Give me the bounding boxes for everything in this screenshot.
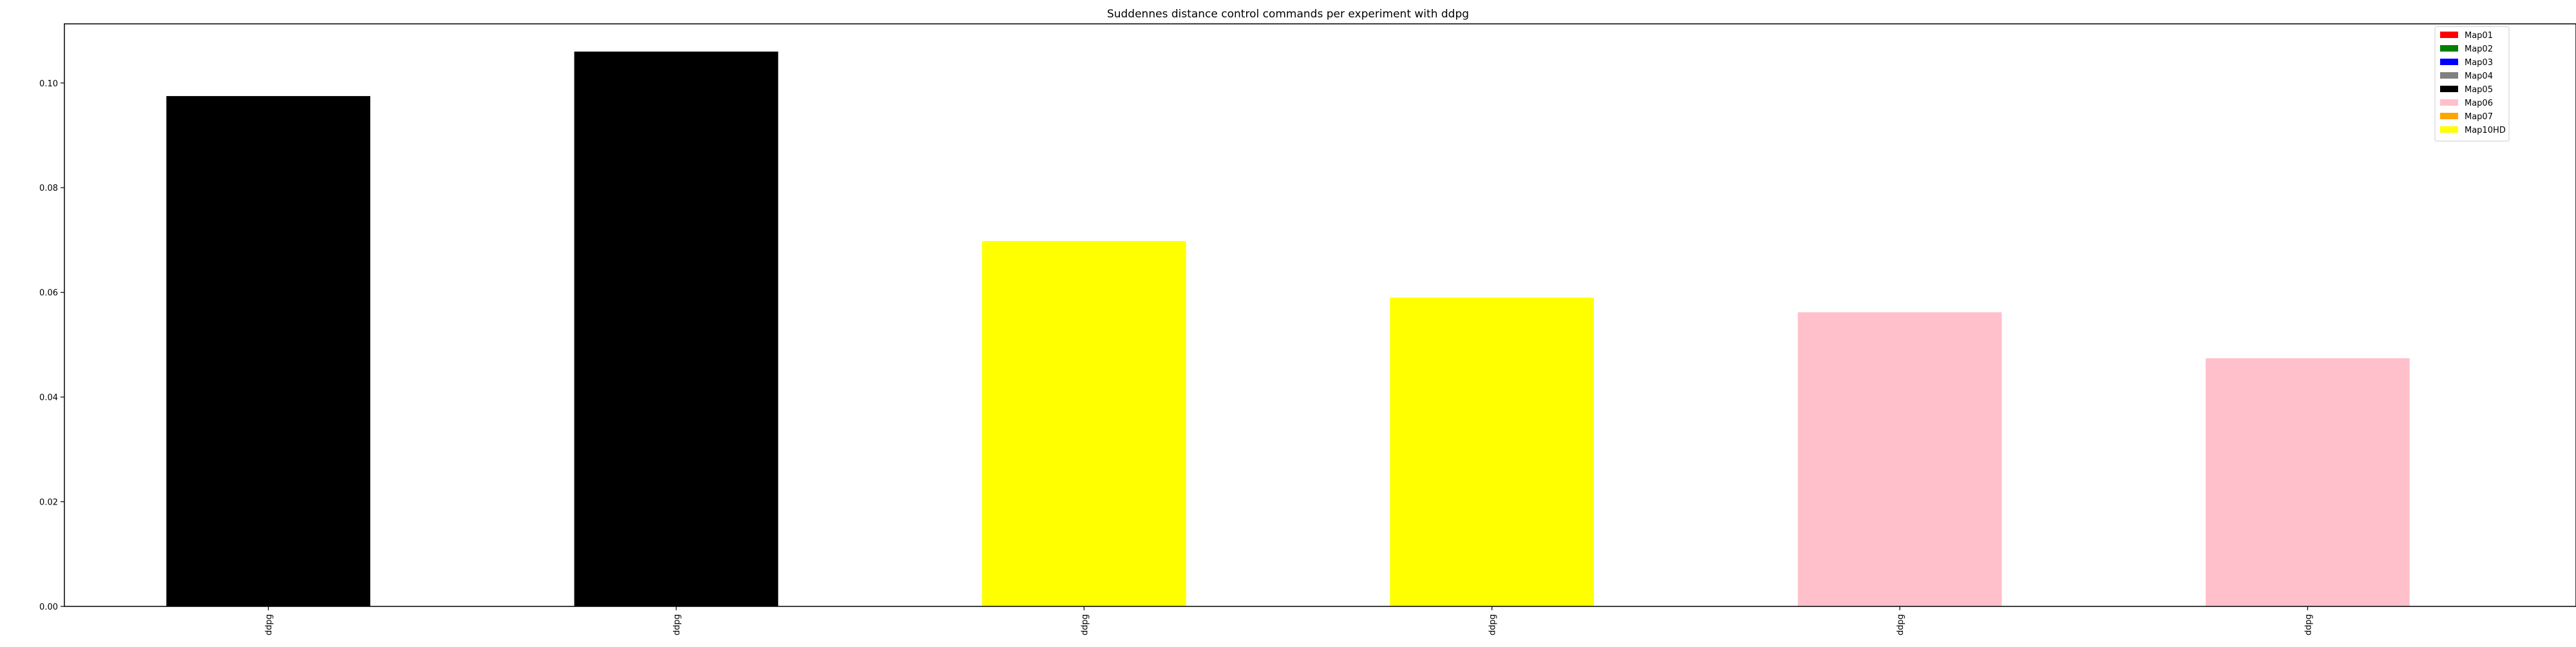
x-tick-label: ddpg xyxy=(1488,614,1498,635)
legend-label: Map07 xyxy=(2465,112,2493,122)
legend-swatch xyxy=(2440,32,2458,38)
legend-label: Map10HD xyxy=(2465,126,2506,135)
legend-swatch xyxy=(2440,126,2458,133)
x-axis: ddpg ddpg ddpg ddpg ddpg ddpg xyxy=(265,606,2313,635)
y-axis: 0.00 0.02 0.04 0.06 0.08 0.10 xyxy=(39,79,64,612)
legend-swatch xyxy=(2440,99,2458,106)
bar-2 xyxy=(574,52,779,607)
bar-6 xyxy=(2206,358,2410,606)
legend-label: Map04 xyxy=(2465,72,2493,81)
bar-3 xyxy=(982,241,1186,606)
y-tick-label: 0.04 xyxy=(39,393,58,403)
x-tick-label: ddpg xyxy=(2304,614,2313,635)
x-tick-label: ddpg xyxy=(1896,614,1906,635)
legend-box xyxy=(2434,26,2510,142)
legend-swatch xyxy=(2440,86,2458,92)
y-tick-label: 0.00 xyxy=(39,603,58,612)
legend-label: Map06 xyxy=(2465,99,2493,108)
x-tick-label: ddpg xyxy=(672,614,682,635)
bars-layer xyxy=(166,52,2410,607)
legend-label: Map05 xyxy=(2465,85,2493,95)
y-tick-label: 0.06 xyxy=(39,289,58,298)
x-tick-label: ddpg xyxy=(265,614,274,635)
bar-4 xyxy=(1390,297,1594,606)
legend-label: Map03 xyxy=(2465,58,2493,68)
y-tick-label: 0.10 xyxy=(39,79,58,89)
legend: Map01 Map02 Map03 Map04 Map05 Map06 Map07 Map10… xyxy=(2434,26,2510,142)
plot-frame xyxy=(64,23,2576,607)
legend-swatch xyxy=(2440,113,2458,119)
y-tick-label: 0.02 xyxy=(39,498,58,508)
bar-5 xyxy=(1797,312,2002,606)
legend-swatch xyxy=(2440,72,2458,79)
bar-1 xyxy=(166,96,370,607)
x-tick-label: ddpg xyxy=(1080,614,1090,635)
chart-title: Suddennes distance control commands per … xyxy=(1107,8,1469,21)
y-tick-label: 0.08 xyxy=(39,184,58,193)
legend-swatch xyxy=(2440,45,2458,52)
legend-swatch xyxy=(2440,59,2458,65)
legend-label: Map01 xyxy=(2465,31,2493,41)
legend-label: Map02 xyxy=(2465,44,2493,54)
